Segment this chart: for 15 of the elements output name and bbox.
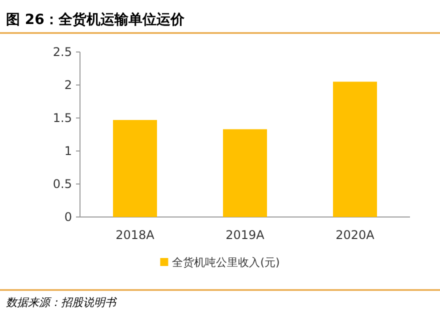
bar [223,129,267,217]
legend-label: 全货机吨公里收入(元) [172,256,280,269]
y-tick-label: 2.5 [52,45,72,59]
y-tick-label: 2 [64,78,72,92]
bar [333,82,377,217]
y-tick-label: 1.5 [52,111,72,125]
x-tick-label: 2018A [116,228,156,242]
y-tick-label: 0 [64,210,72,224]
y-tick-label: 1 [64,144,72,158]
x-tick-label: 2020A [336,228,376,242]
x-tick-label: 2019A [226,228,266,242]
bar [113,120,157,217]
chart-title: 图 26：全货机运输单位运价 [6,12,186,28]
y-tick-label: 0.5 [52,177,72,191]
source-note: 数据来源：招股说明书 [6,296,118,309]
